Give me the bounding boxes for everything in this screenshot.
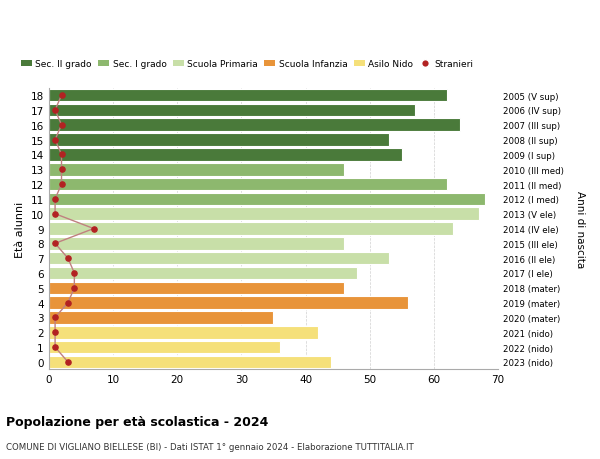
Point [57,122,67,129]
Point [63,358,73,366]
Point [57,166,67,174]
Point [63,299,73,307]
Point [57,92,67,100]
Legend: Sec. II grado, Sec. I grado, Scuola Primaria, Scuola Infanzia, Asilo Nido, Stran: Sec. II grado, Sec. I grado, Scuola Prim… [17,56,476,73]
Text: Popolazione per età scolastica - 2024: Popolazione per età scolastica - 2024 [6,415,268,428]
Bar [49,326,319,339]
Bar [49,252,389,265]
Bar [49,267,357,280]
Point [50,196,60,203]
Point [89,225,98,233]
Point [70,285,79,292]
Point [50,107,60,114]
Point [50,211,60,218]
Bar [49,356,331,369]
Y-axis label: Anni di nascita: Anni di nascita [575,190,585,268]
Point [57,151,67,159]
Bar [49,208,479,220]
Point [63,255,73,262]
Y-axis label: Età alunni: Età alunni [15,201,25,257]
Bar [49,282,344,295]
Bar [49,193,485,206]
Point [50,329,60,336]
Bar [49,149,402,162]
Bar [49,90,447,102]
Point [50,344,60,351]
Bar [49,163,344,176]
Point [70,270,79,277]
Bar [49,223,453,235]
Bar [49,134,389,146]
Point [57,181,67,188]
Bar [49,312,274,324]
Bar [49,105,415,117]
Point [50,137,60,144]
Point [50,240,60,247]
Bar [49,341,280,353]
Bar [49,297,408,309]
Bar [49,119,460,132]
Bar [49,179,447,191]
Point [50,314,60,321]
Text: COMUNE DI VIGLIANO BIELLESE (BI) - Dati ISTAT 1° gennaio 2024 - Elaborazione TUT: COMUNE DI VIGLIANO BIELLESE (BI) - Dati … [6,442,414,451]
Bar [49,238,344,250]
